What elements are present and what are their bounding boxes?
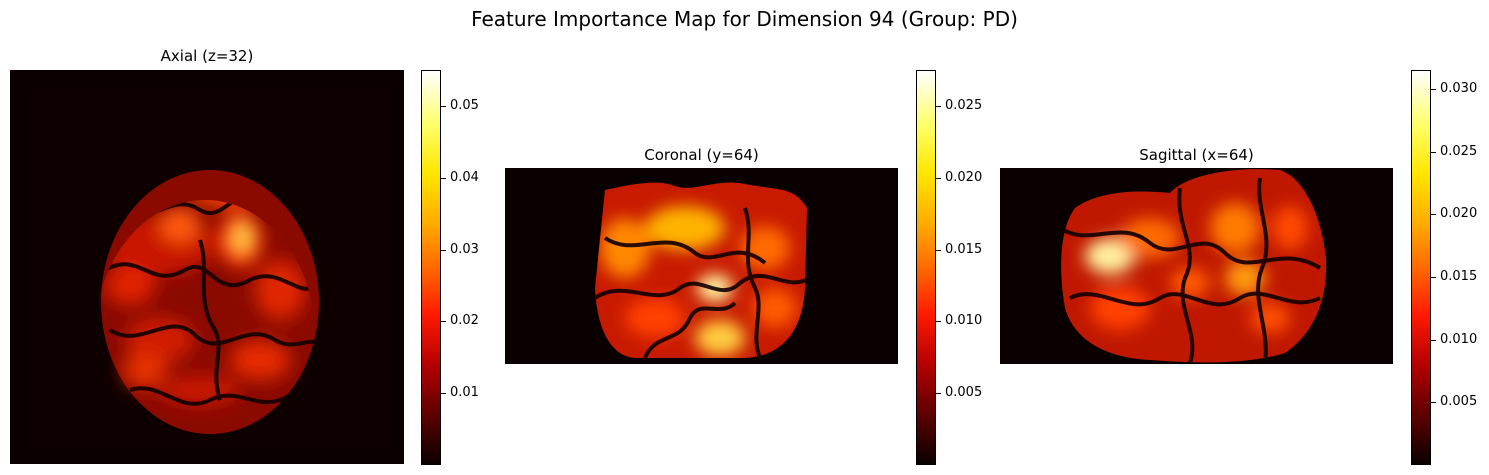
colorbar-tick-mark <box>441 321 446 322</box>
colorbar-tick-label: 0.05 <box>450 98 479 113</box>
colorbar-tick-mark <box>1431 340 1436 341</box>
colorbar-tick-label: 0.01 <box>450 385 479 400</box>
colorbar-tick-mark <box>936 178 941 179</box>
colorbar-tick-label: 0.025 <box>945 98 983 113</box>
colorbar-tick-label: 0.025 <box>1440 144 1478 159</box>
axial-colorbar <box>421 70 441 465</box>
colorbar-tick-mark <box>441 178 446 179</box>
colorbar-tick-mark <box>936 106 941 107</box>
colorbar-tick-label: 0.015 <box>945 242 983 257</box>
colorbar-tick-mark <box>441 250 446 251</box>
colorbar-tick-label: 0.015 <box>1440 269 1478 284</box>
colorbar-tick-label: 0.005 <box>945 385 983 400</box>
coronal-colorbar <box>916 70 936 465</box>
colorbar-tick-mark <box>1431 89 1436 90</box>
colorbar-tick-mark <box>936 393 941 394</box>
figure-title: Feature Importance Map for Dimension 94 … <box>471 7 1018 31</box>
colorbar-tick-mark <box>1431 402 1436 403</box>
coronal-heatmap <box>505 168 898 364</box>
colorbar-tick-label: 0.010 <box>1440 332 1478 347</box>
colorbar-tick-mark <box>1431 277 1436 278</box>
colorbar-tick-mark <box>936 321 941 322</box>
colorbar-tick-label: 0.03 <box>450 242 479 257</box>
colorbar-tick-mark <box>1431 214 1436 215</box>
coronal-panel-title: Coronal (y=64) <box>644 146 759 164</box>
sagittal-colorbar <box>1411 70 1431 465</box>
colorbar-tick-label: 0.020 <box>945 170 983 185</box>
colorbar-tick-mark <box>441 393 446 394</box>
sagittal-panel-title: Sagittal (x=64) <box>1139 146 1254 164</box>
colorbar-tick-mark <box>441 106 446 107</box>
colorbar-tick-label: 0.02 <box>450 313 479 328</box>
colorbar-tick-mark <box>936 250 941 251</box>
colorbar-tick-label: 0.020 <box>1440 206 1478 221</box>
colorbar-tick-label: 0.010 <box>945 313 983 328</box>
colorbar-tick-label: 0.030 <box>1440 81 1478 96</box>
colorbar-tick-mark <box>1431 152 1436 153</box>
axial-panel-title: Axial (z=32) <box>160 47 254 65</box>
colorbar-tick-label: 0.04 <box>450 170 479 185</box>
axial-heatmap <box>10 70 404 464</box>
sagittal-heatmap <box>1000 168 1393 364</box>
colorbar-tick-label: 0.005 <box>1440 394 1478 409</box>
